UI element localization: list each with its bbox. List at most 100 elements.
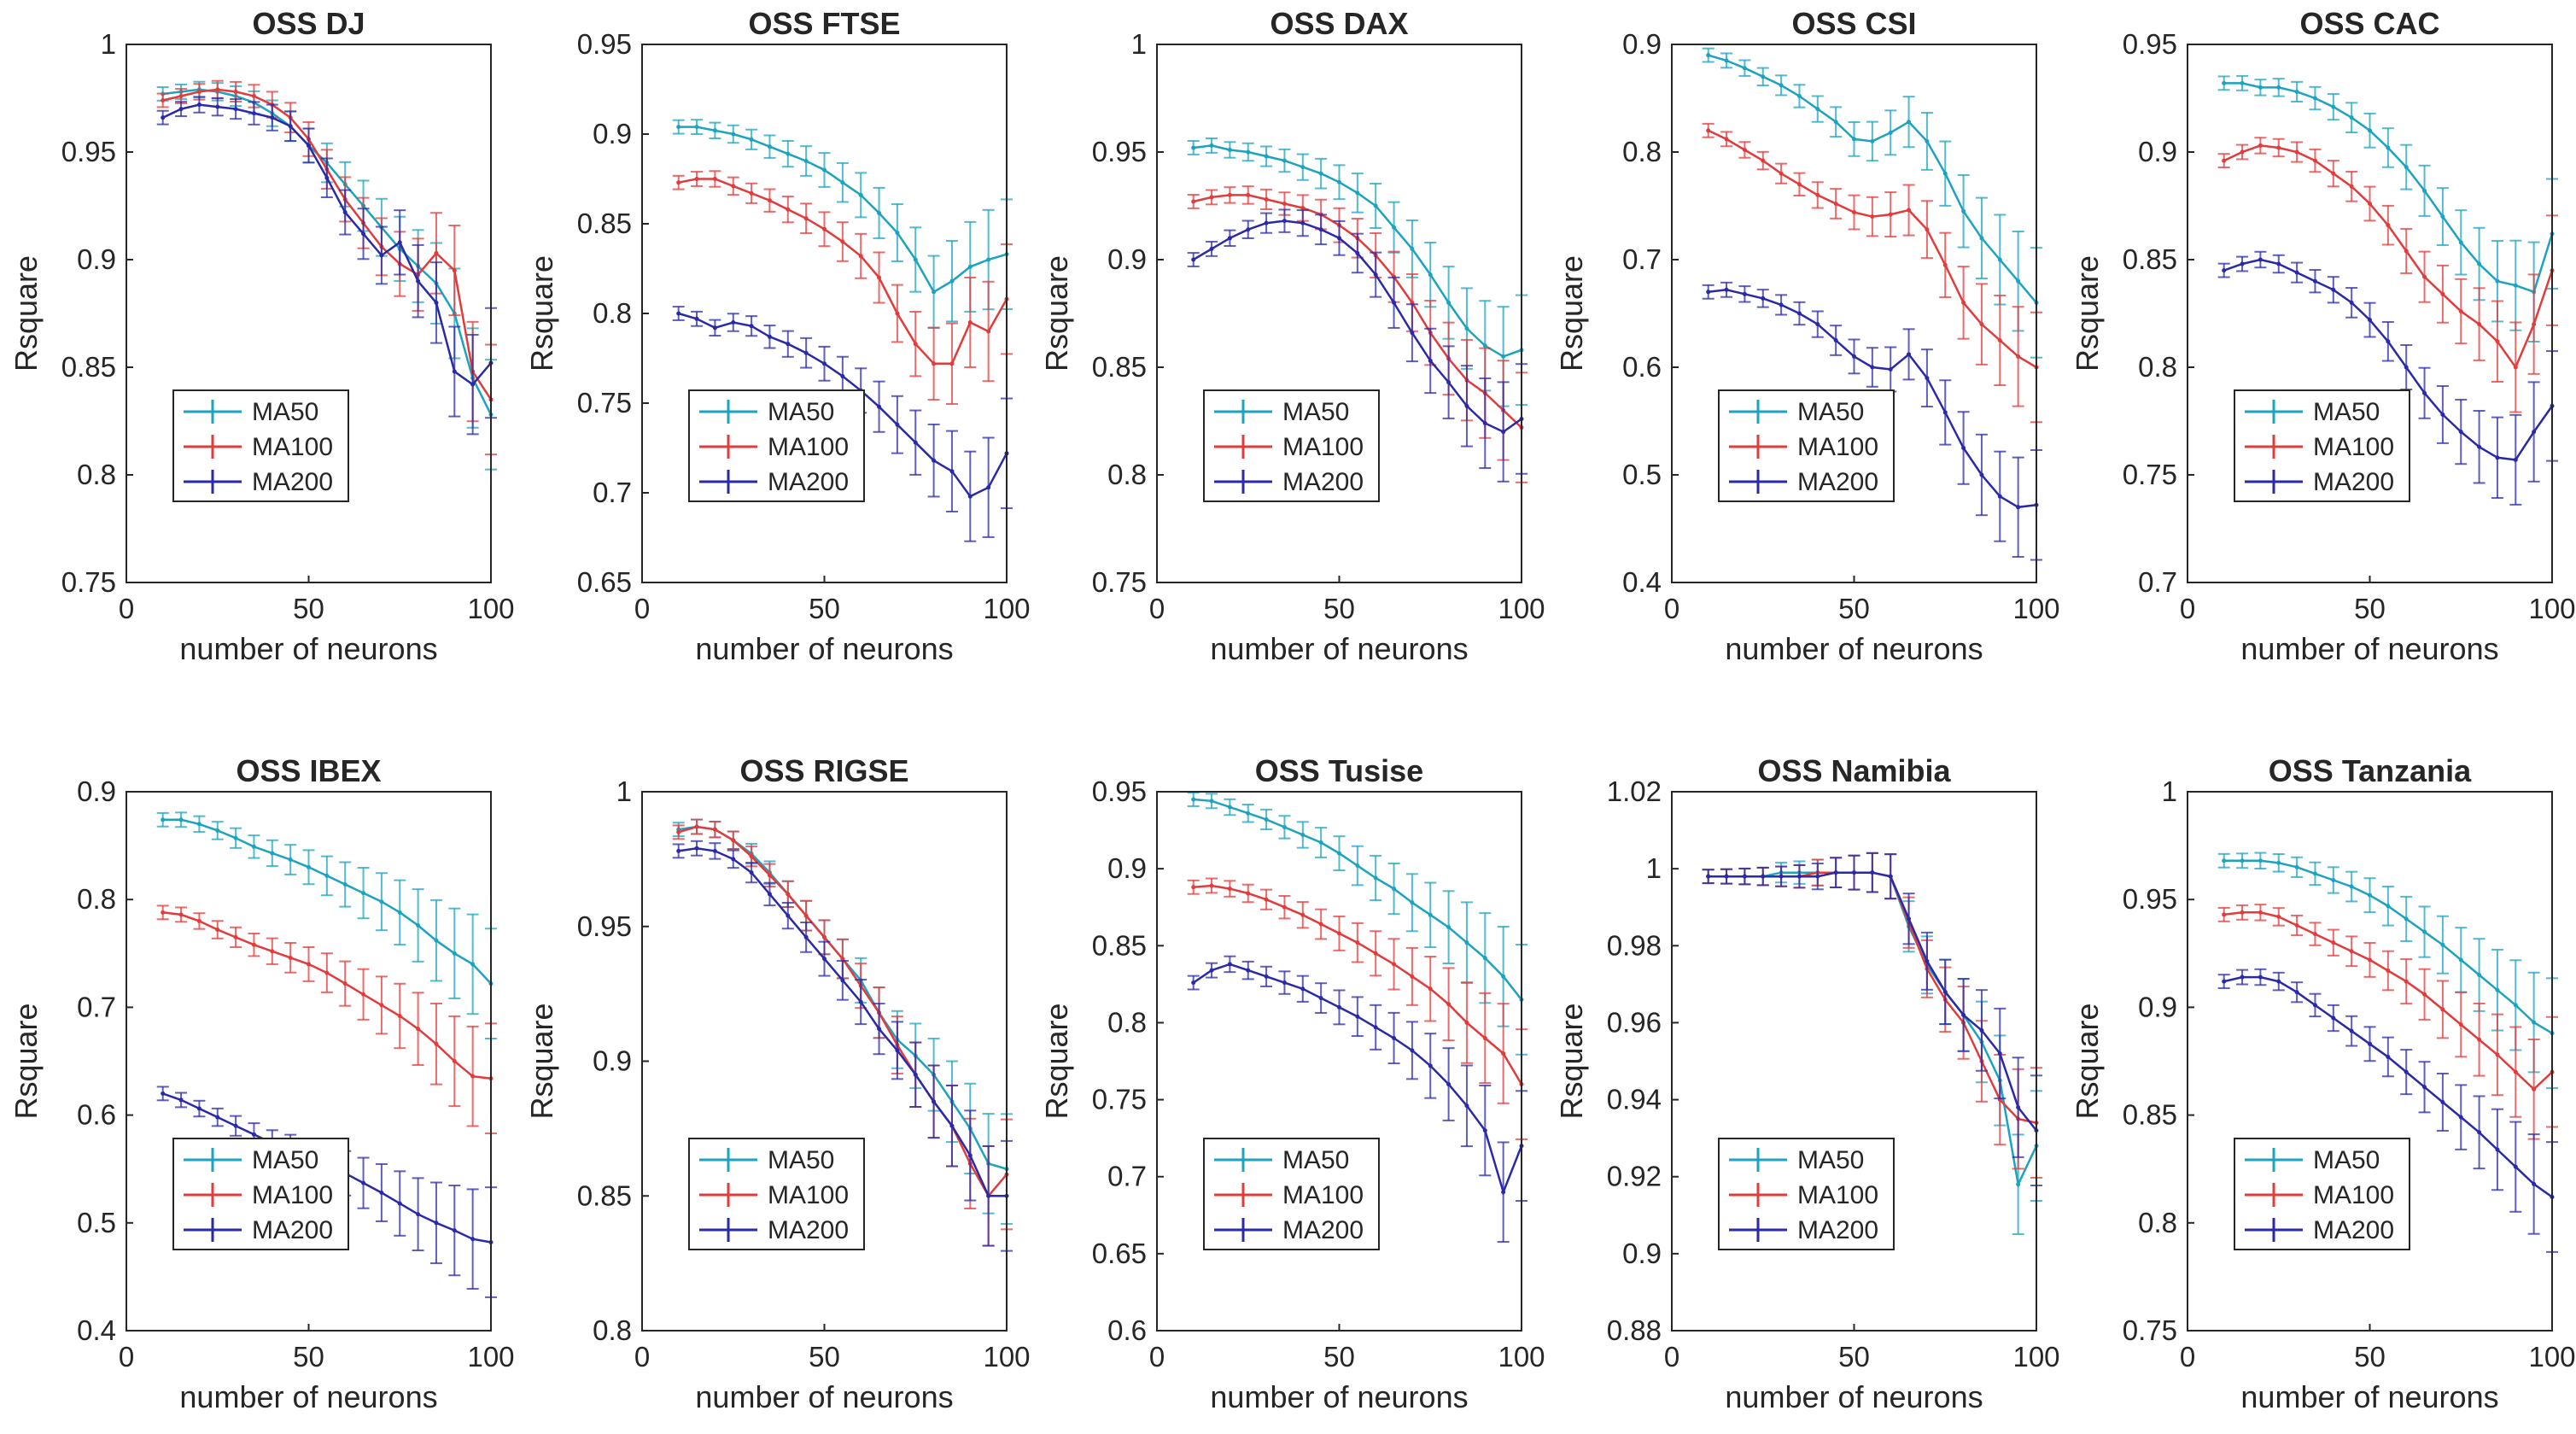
data-point: [2312, 158, 2317, 163]
y-tick-label: 0.75: [577, 387, 632, 418]
x-tick-label: 0: [634, 593, 650, 624]
data-point: [233, 1123, 238, 1128]
data-point: [1501, 1190, 1506, 1195]
data-point: [2294, 149, 2299, 155]
data-point: [2258, 858, 2263, 863]
data-point: [452, 369, 457, 374]
y-tick-label: 0.88: [1607, 1314, 1662, 1346]
data-point: [1742, 291, 1747, 296]
y-tick-label: 0.94: [1607, 1084, 1662, 1115]
data-point: [1852, 870, 1856, 875]
data-point: [932, 290, 937, 295]
data-point: [1373, 1025, 1378, 1030]
legend: MA50 MA100 MA200: [1718, 1138, 1895, 1250]
data-point: [694, 125, 699, 130]
data-point: [2440, 942, 2445, 947]
y-tick-label: 0.6: [1622, 351, 1662, 383]
data-point: [1373, 875, 1378, 881]
data-point: [1925, 138, 1930, 143]
data-point: [2495, 987, 2500, 992]
y-tick-label: 0.92: [1607, 1161, 1662, 1192]
data-point: [2016, 1182, 2021, 1187]
data-point: [913, 257, 918, 262]
data-point: [161, 910, 166, 915]
data-point: [1997, 1051, 2002, 1056]
y-tick-label: 0.8: [1107, 1006, 1147, 1038]
y-tick-label: 0.95: [1092, 776, 1147, 807]
data-point: [178, 817, 184, 822]
data-point: [1246, 811, 1251, 816]
data-point: [1191, 257, 1196, 262]
legend: MA50 MA100 MA200: [1203, 1138, 1380, 1250]
data-point: [251, 93, 256, 98]
series-ma200: [1187, 955, 1527, 1244]
y-tick-label: 0.6: [1107, 1314, 1147, 1346]
data-point: [767, 334, 772, 339]
legend-label-ma100: MA100: [768, 1181, 849, 1209]
x-tick-label: 0: [2180, 593, 2195, 624]
legend: MA50 MA100 MA200: [1718, 389, 1895, 502]
data-point: [2477, 444, 2482, 449]
legend-label-ma50: MA50: [2313, 398, 2380, 426]
data-point: [1227, 147, 1232, 152]
data-point: [2276, 979, 2281, 984]
x-axis-label: number of neurons: [695, 631, 953, 666]
data-point: [1446, 1002, 1452, 1007]
data-point: [2477, 973, 2482, 978]
data-point: [877, 275, 882, 280]
data-point: [1264, 154, 1269, 159]
data-point: [178, 93, 184, 98]
y-tick-label: 0.95: [577, 910, 632, 942]
y-tick-label: 0.5: [77, 1207, 116, 1238]
y-tick-label: 1: [2162, 776, 2177, 807]
x-tick-label: 50: [809, 1341, 840, 1373]
data-point: [1209, 883, 1214, 888]
data-point: [1227, 887, 1232, 892]
data-point: [1337, 851, 1341, 856]
data-point: [1300, 986, 1306, 992]
legend-label-ma200: MA200: [2313, 1216, 2394, 1244]
series-ma100: [1702, 122, 2042, 424]
data-point: [2240, 80, 2245, 85]
data-point: [434, 938, 439, 943]
series-ma100: [2217, 904, 2558, 1140]
data-point: [1392, 300, 1397, 305]
legend-label-ma100: MA100: [1282, 433, 1364, 461]
x-tick-label: 50: [1323, 593, 1355, 624]
data-point: [2331, 877, 2336, 882]
data-point: [1907, 916, 1912, 922]
data-point: [2349, 884, 2354, 889]
data-point: [251, 942, 256, 947]
legend: MA50 MA100 MA200: [2234, 1138, 2410, 1250]
data-point: [1815, 107, 1820, 112]
data-point: [932, 1099, 937, 1104]
data-point: [1833, 870, 1838, 875]
x-tick-label: 50: [293, 593, 324, 624]
data-point: [1300, 912, 1306, 917]
data-point: [2222, 158, 2227, 163]
data-point: [251, 111, 256, 116]
data-point: [2477, 1130, 2482, 1135]
legend-label-ma100: MA100: [2313, 1181, 2394, 1209]
data-point: [2258, 910, 2263, 915]
legend-label-ma50: MA50: [252, 1146, 318, 1174]
data-point: [2458, 1022, 2463, 1027]
data-point: [1355, 1014, 1360, 1019]
data-point: [434, 300, 439, 305]
y-tick-label: 0.8: [1107, 459, 1147, 490]
data-point: [2276, 145, 2281, 150]
data-point: [251, 844, 256, 849]
data-point: [1282, 824, 1287, 829]
data-point: [2222, 912, 2227, 917]
data-point: [1355, 250, 1360, 255]
data-point: [949, 469, 955, 474]
data-point: [324, 175, 330, 180]
chart-oss-dj: 0 50 100 0.75 0.8 0.85 0.9 0.95 1 OSS DJ number of…: [9, 6, 515, 666]
data-point: [1209, 246, 1214, 251]
data-point: [1373, 203, 1378, 208]
y-tick-label: 0.65: [1092, 1238, 1147, 1269]
data-point: [2312, 932, 2317, 937]
data-point: [1264, 220, 1269, 225]
data-point: [1246, 968, 1251, 973]
data-point: [2349, 1028, 2354, 1033]
